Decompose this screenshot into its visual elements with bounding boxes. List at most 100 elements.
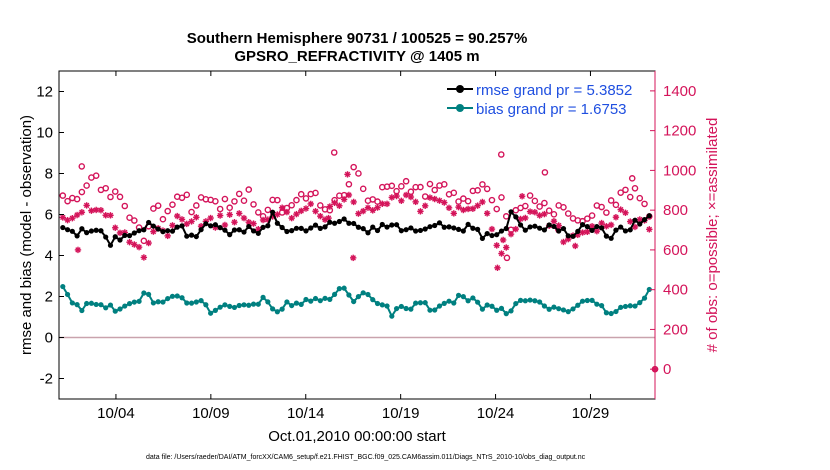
bias-point [117,306,123,312]
assimilated-obs-marker [274,211,281,218]
y-axis-left: -2 0 2 4 6 8 10 12 [36,84,64,388]
rmse-point [393,222,400,228]
assimilated-marker-stroke [222,222,228,228]
possible-obs-marker [107,193,114,201]
assimilated-marker-stroke [617,206,624,213]
rmse-point [646,213,652,219]
chart-subtitle: GPSRO_REFRACTIVITY @ 1405 m [234,48,479,65]
rmse-point [346,220,352,226]
possible-obs-marker [598,203,605,211]
possible-obs-marker [584,215,591,222]
assimilated-obs-marker [369,207,376,214]
assimilated-marker-stroke [389,194,395,201]
bias-point [60,283,66,290]
assimilated-marker-stroke [145,240,152,246]
assimilated-obs-marker [64,216,71,224]
legend-bias-marker [456,104,464,112]
assimilated-marker-stroke [541,211,548,217]
bias-point [408,306,414,312]
assimilated-obs-marker [340,196,348,203]
bias-point [98,302,104,308]
rmse-point [69,228,75,234]
assimilated-marker-stroke [355,210,362,217]
bias-point [455,292,462,298]
rmse-point [74,233,80,239]
rmse-point [60,224,66,231]
bias-point [398,303,404,310]
possible-obs-marker [564,210,572,217]
assimilated-obs-marker [135,243,143,251]
assimilated-obs-marker [92,206,100,214]
rmse-point [618,224,624,230]
assimilated-marker-stroke [327,203,333,210]
rmse-point [327,219,333,225]
rmse-point [136,228,142,234]
assimilated-marker-stroke [489,226,495,232]
assimilated-marker-stroke [474,202,481,209]
assimilated-obs-marker [112,224,119,231]
rmse-point [122,232,128,238]
assimilated-marker-stroke [246,219,252,225]
assimilated-marker-stroke [451,210,457,217]
y-tick-label: 4 [45,248,53,265]
rmse-point [594,223,600,230]
bias-point [236,302,242,309]
assimilated-obs-marker [178,216,186,223]
bias-point [303,296,309,303]
assimilated-marker-stroke [74,212,80,218]
legend-rmse-label: rmse grand pr = 5.3852 [476,82,632,99]
rmse-point [637,221,643,227]
bias-point [589,297,595,303]
possible-obs-marker [545,207,553,215]
possible-obs-marker [92,172,100,179]
possible-obs-marker [497,151,505,158]
bias-point [489,303,495,309]
assimilated-marker-stroke [598,220,605,226]
assimilated-marker-stroke [603,223,610,230]
rmse-point [93,227,99,233]
bias-point [627,303,633,309]
rmse-point [289,228,295,234]
y-tick-label: 12 [36,84,53,101]
assimilated-marker-stroke [174,213,180,219]
bias-point [446,298,452,304]
assimilated-marker-stroke [236,210,242,217]
bias-point [618,304,624,310]
rmse-point [236,227,242,233]
rmse-point [112,234,118,240]
rmse-point [198,227,204,233]
rmse-point [365,230,371,236]
bias-point [198,298,204,304]
possible-obs-marker [235,190,243,198]
assimilated-obs-marker [536,212,543,219]
rmse-point [146,219,152,226]
bias-point [217,304,223,310]
bias-point [403,305,409,312]
assimilated-obs-marker [627,218,634,225]
assimilated-obs-marker [499,236,507,244]
assimilated-obs-marker [226,211,233,218]
possible-obs-marker [550,211,558,218]
assimilated-marker-stroke [226,211,233,218]
assimilated-marker-stroke [231,219,238,225]
x-axis-label: Oct.01,2010 00:00:00 start [268,428,446,445]
assimilated-obs-marker [278,204,286,211]
bias-point [103,305,109,311]
assimilated-marker-stroke [64,217,71,223]
assimilated-marker-stroke [393,193,400,199]
bias-point [322,295,328,301]
assimilated-obs-marker [393,192,400,200]
possible-obs-marker [464,197,472,205]
possible-obs-marker [388,182,396,190]
possible-obs-marker [83,182,90,189]
possible-obs-marker [78,188,86,196]
assimilated-obs-marker [350,198,357,206]
assimilated-obs-marker [283,208,291,216]
assimilated-marker-stroke [112,225,118,231]
rmse-point [308,225,314,231]
bias-point [317,298,323,304]
possible-obs-marker [78,163,86,170]
assimilated-marker-stroke [117,230,123,236]
assimilated-marker-stroke [79,209,85,215]
assimilated-marker-stroke [646,226,653,233]
